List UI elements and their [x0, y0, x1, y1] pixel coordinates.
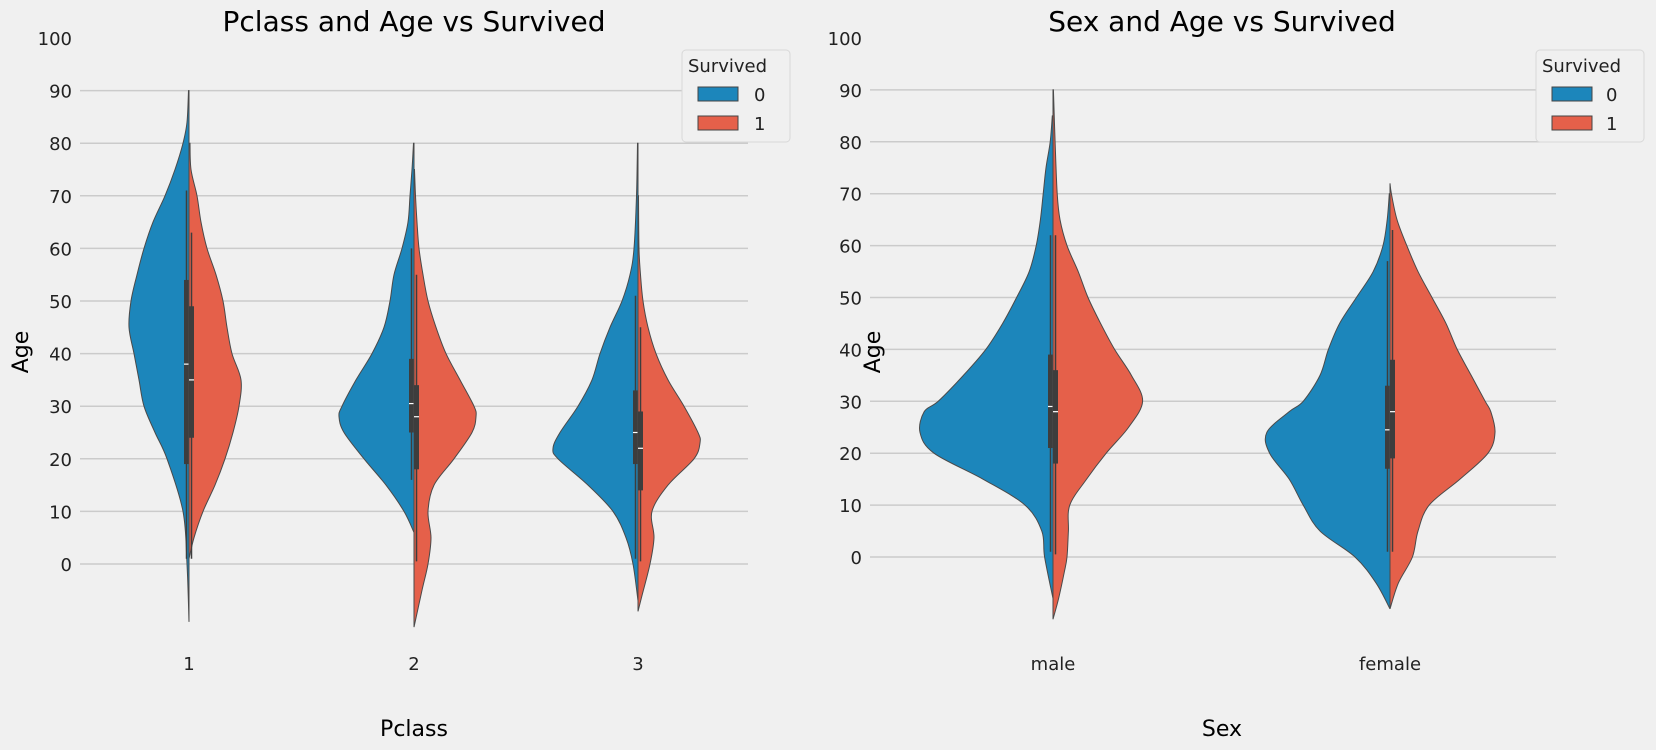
- y-tick-label: 40: [49, 345, 72, 366]
- violin-half-survived-0-female: [1264, 193, 1391, 610]
- legend-swatch-0: [697, 86, 739, 102]
- y-tick-label: 60: [839, 237, 862, 258]
- legend-label-0: 0: [1606, 85, 1617, 106]
- violin-half-survived-0-2: [338, 142, 415, 533]
- x-tick-labels: 1 2 3: [183, 654, 643, 675]
- legend-title: Survived: [688, 56, 767, 77]
- iqr-box: [1053, 370, 1058, 464]
- iqr-box: [189, 306, 194, 438]
- legend-swatch-1: [1551, 115, 1593, 131]
- iqr-box: [1385, 385, 1390, 469]
- iqr-box: [638, 411, 643, 491]
- y-axis-label: Age: [9, 331, 34, 374]
- y-tick-label: 70: [49, 187, 72, 208]
- y-tick-labels: 0 10 20 30 40 50 60 70 80 90 100: [38, 29, 72, 576]
- violin-half-survived-0-male: [919, 115, 1054, 599]
- y-tick-label: 10: [49, 502, 72, 523]
- chart-title: Pclass and Age vs Survived: [223, 5, 606, 38]
- y-tick-label: 50: [49, 292, 72, 313]
- y-tick-label: 30: [49, 397, 72, 418]
- violin-half-survived-1-female: [1389, 183, 1496, 610]
- violin-half-survived-1-2: [413, 169, 477, 628]
- legend-title: Survived: [1542, 56, 1621, 77]
- violin-half-survived-1-1: [188, 142, 242, 559]
- legend-swatch-1: [697, 115, 739, 131]
- y-tick-label: 30: [839, 392, 862, 413]
- x-tick-label: 3: [632, 654, 643, 675]
- violin-half-survived-0-3: [552, 142, 639, 601]
- x-axis-label: Pclass: [380, 717, 448, 742]
- y-tick-label: 100: [828, 29, 862, 50]
- y-tick-label: 60: [49, 239, 72, 260]
- x-tick-label: 2: [408, 654, 419, 675]
- y-tick-label: 0: [61, 555, 72, 576]
- legend: Survived 0 1: [681, 49, 791, 143]
- y-tick-labels: 0 10 20 30 40 50 60 70 80 90 100: [828, 29, 862, 569]
- y-tick-label: 20: [839, 444, 862, 465]
- y-tick-label: 90: [49, 82, 72, 103]
- legend-swatch-0: [1551, 86, 1593, 102]
- y-tick-label: 40: [839, 340, 862, 361]
- y-tick-label: 80: [49, 134, 72, 155]
- x-tick-labels: male female: [1031, 654, 1421, 675]
- y-tick-label: 100: [38, 29, 72, 50]
- violin-half-survived-1-male: [1052, 89, 1144, 620]
- y-tick-label: 20: [49, 450, 72, 471]
- iqr-box: [409, 358, 414, 433]
- x-tick-label: male: [1031, 654, 1076, 675]
- violins: [128, 90, 701, 628]
- y-tick-label: 90: [839, 81, 862, 102]
- x-tick-label: 1: [183, 654, 194, 675]
- iqr-box: [1390, 359, 1395, 459]
- violin-half-survived-1-3: [637, 195, 701, 612]
- x-tick-label: female: [1359, 654, 1421, 675]
- violins: [919, 89, 1496, 620]
- y-tick-label: 10: [839, 496, 862, 517]
- violin-half-survived-0-1: [128, 90, 190, 622]
- grid-lines: [870, 89, 1556, 558]
- y-tick-label: 0: [851, 548, 862, 569]
- legend-label-1: 1: [1606, 114, 1617, 135]
- iqr-box: [414, 385, 419, 470]
- legend: Survived 0 1: [1535, 49, 1645, 143]
- y-tick-label: 50: [839, 289, 862, 310]
- legend-label-1: 1: [754, 114, 765, 135]
- x-axis-label: Sex: [1202, 717, 1242, 742]
- iqr-box: [184, 279, 189, 465]
- chart-title: Sex and Age vs Survived: [1048, 5, 1396, 38]
- y-axis-label: Age: [861, 331, 886, 374]
- iqr-box: [1048, 354, 1053, 449]
- y-tick-label: 80: [839, 133, 862, 154]
- y-tick-label: 70: [839, 185, 862, 206]
- iqr-box: [633, 390, 638, 465]
- legend-label-0: 0: [754, 85, 765, 106]
